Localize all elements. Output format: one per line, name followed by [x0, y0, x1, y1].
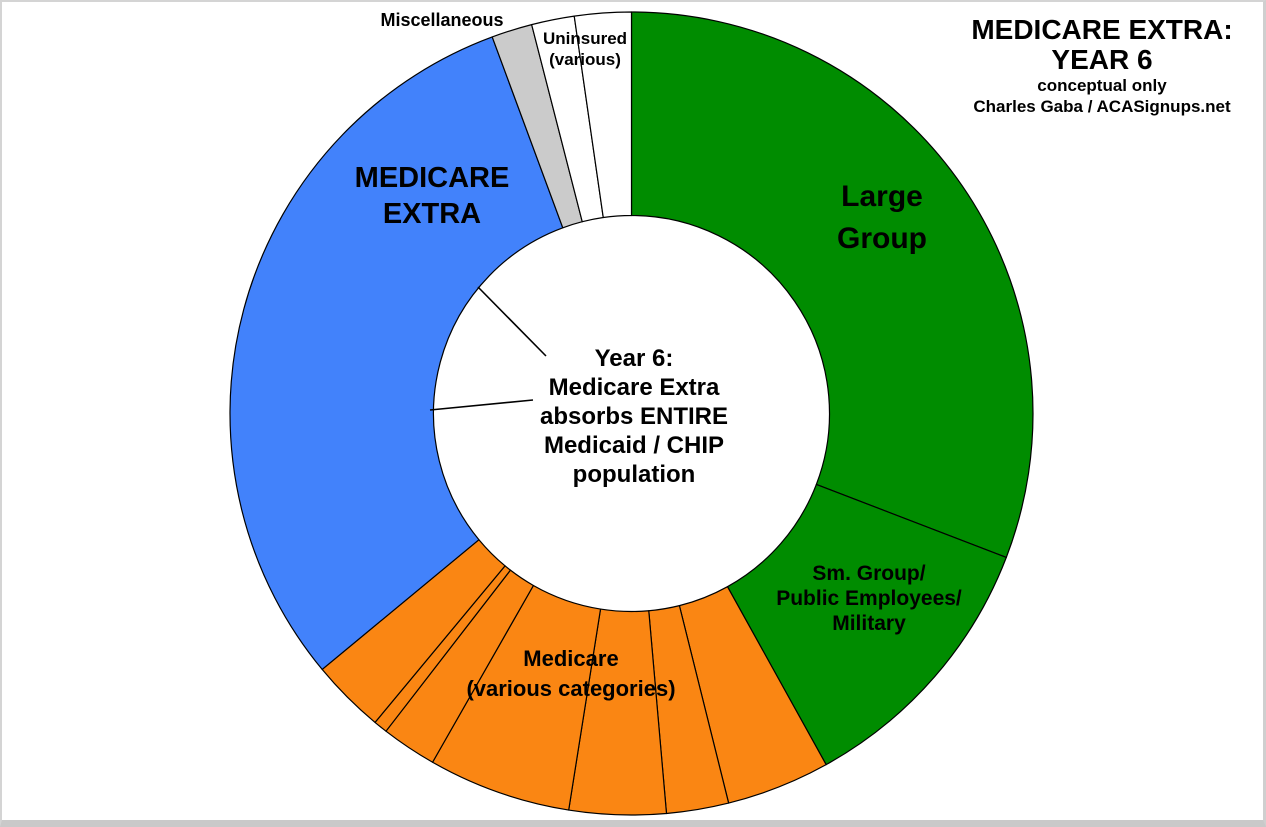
uninsured-label-line2: (various) [549, 50, 621, 69]
center-annotation-line2: Medicare Extra [548, 374, 720, 401]
donut-segment [229, 36, 564, 671]
center-annotation: Year 6: Medicare Extra absorbs ENTIRE Me… [481, 344, 787, 489]
chart-credit: Charles Gaba / ACASignups.net [973, 97, 1231, 116]
annotation-leader-line [477, 286, 547, 357]
center-annotation-line1: Year 6: [594, 345, 674, 372]
donut-segment [726, 483, 1007, 766]
center-annotation-line5: population [572, 461, 696, 488]
medicare-extra-label-line2: EXTRA [382, 198, 482, 230]
center-annotation-line3: absorbs ENTIRE [539, 403, 729, 430]
medicare-various-label-line1: Medicare [523, 646, 619, 671]
miscellaneous-label: Miscellaneous [365, 9, 519, 31]
medicare-various-label-line2: (various categories) [466, 676, 676, 701]
annotation-leader-line [429, 399, 534, 411]
small-group-label-line1: Sm. Group/ [812, 562, 926, 585]
miscellaneous-label-line: Miscellaneous [380, 10, 504, 30]
chart-title-line2: YEAR 6 [1051, 44, 1153, 75]
uninsured-label: Uninsured (various) [523, 28, 647, 70]
center-annotation-line4: Medicaid / CHIP [543, 432, 725, 459]
large-group-label-line2: Group [837, 222, 927, 255]
small-group-label-line2: Public Employees/ [776, 587, 962, 610]
large-group-label-line1: Large [841, 180, 923, 213]
chart-title-block: MEDICARE EXTRA: YEAR 6 conceptual only C… [945, 15, 1259, 117]
small-group-label-line3: Military [832, 612, 906, 635]
medicare-various-label: Medicare (various categories) [420, 644, 722, 704]
medicare-extra-label: MEDICARE EXTRA [330, 160, 534, 232]
donut-segment [630, 11, 1034, 558]
chart-subtitle: conceptual only [1037, 76, 1167, 95]
small-group-label: Sm. Group/ Public Employees/ Military [742, 561, 996, 636]
uninsured-label-line1: Uninsured [542, 29, 628, 48]
medicare-extra-label-line1: MEDICARE [354, 162, 510, 194]
large-group-label: Large Group [780, 176, 984, 260]
chart-title-line1: MEDICARE EXTRA: [971, 14, 1233, 45]
donut-segment [573, 11, 633, 219]
